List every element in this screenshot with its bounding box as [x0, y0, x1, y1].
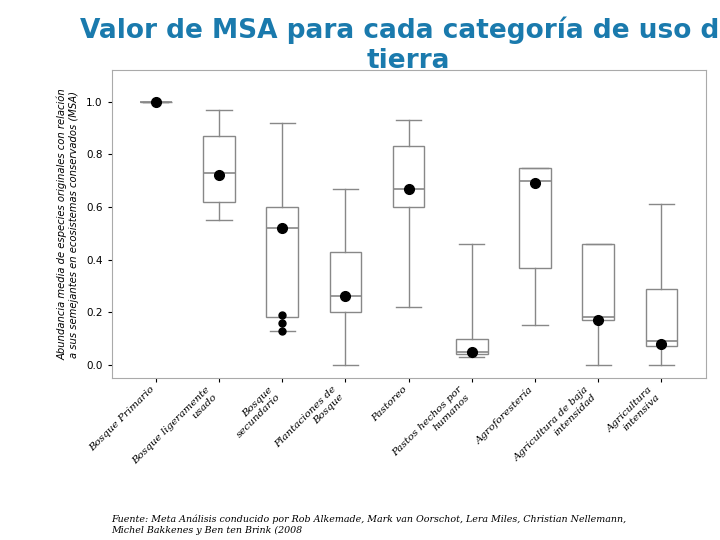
Bar	[646, 288, 678, 347]
Bar	[456, 339, 487, 354]
Y-axis label: Abundancia media de especies originales con relación
a sus semejantes en ecosist: Abundancia media de especies originales …	[57, 88, 79, 360]
Bar	[519, 167, 551, 267]
Text: Valor de MSA para cada categoría de uso de
tierra: Valor de MSA para cada categoría de uso …	[80, 16, 720, 73]
Bar	[582, 244, 614, 320]
Bar	[330, 252, 361, 312]
Bar	[393, 146, 424, 207]
Bar	[203, 136, 235, 202]
Text: Fuente: Meta Análisis conducido por Rob Alkemade, Mark van Oorschot, Lera Miles,: Fuente: Meta Análisis conducido por Rob …	[112, 515, 626, 535]
Bar	[266, 207, 298, 318]
